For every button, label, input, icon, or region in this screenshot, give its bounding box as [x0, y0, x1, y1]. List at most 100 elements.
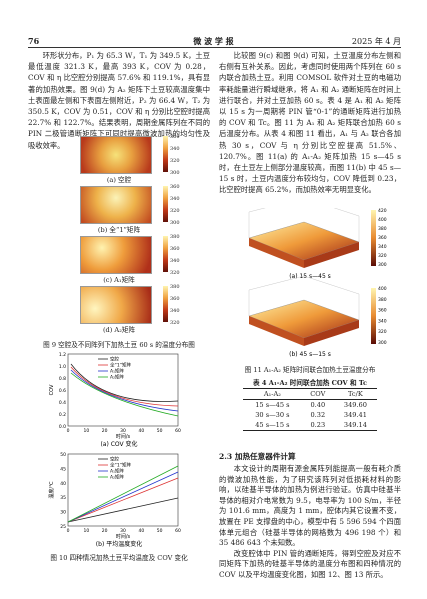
- section-title: 2.3 加热任意器件计算: [219, 452, 296, 461]
- table-header-cell: COV: [310, 390, 326, 398]
- page-number: 76: [28, 36, 40, 46]
- x-axis-label: 时间/s: [116, 433, 131, 440]
- x-tick-label: 30: [120, 528, 126, 534]
- curve: [67, 477, 179, 523]
- colorbar-tick-label: 320: [170, 320, 180, 326]
- colorbar-tick-label: 340: [170, 196, 180, 202]
- journal-name: 微 波 学 报: [193, 36, 234, 46]
- legend-label: A₂矩阵: [110, 374, 124, 381]
- subfigure-label: (b) 平均温度变化: [96, 540, 142, 548]
- colorbar-tick-label: 300: [170, 170, 180, 176]
- subfigure-label: (a) 15 s—45 s: [289, 273, 331, 280]
- colorbar-tick-label: 340: [378, 318, 387, 324]
- x-tick-label: 50: [157, 428, 163, 434]
- colorbar: [163, 286, 168, 322]
- y-axis-label: COV: [49, 384, 55, 395]
- table-header-row: A₁-A₂ COV Tc/K: [243, 389, 377, 400]
- subfigure-label: (a) COV 变化: [100, 440, 137, 448]
- curve: [67, 471, 179, 523]
- subfigure-label: (d) A₂矩阵: [102, 326, 136, 334]
- surface-side: [304, 320, 359, 346]
- y-tick-label: 40: [60, 481, 66, 487]
- paragraph: 环形状分布，P₁ 为 65.3 W，T₁ 为 349.5 K，土豆最低温度 32…: [28, 51, 210, 150]
- x-tick-label: 20: [102, 428, 108, 434]
- x-tick-label: 40: [138, 428, 144, 434]
- paragraph: 改变腔体中 PIN 管的通断矩阵，得到空腔及对应不同矩阵下加热的硅基半导体的温度…: [219, 548, 401, 579]
- paragraph: 本文设计的周期有源金属阵列能提高一般有耗介质的微波加热性能，为了研究该阵列对低损…: [219, 464, 401, 548]
- colorbar-tick-label: 360: [378, 308, 387, 314]
- curve: [70, 366, 179, 407]
- y-tick-label: 1.2: [59, 352, 66, 358]
- colorbar-tick-label: 320: [170, 270, 180, 276]
- y-tick-label: 0.2: [59, 412, 66, 418]
- colorbar-tick-label: 380: [170, 284, 180, 290]
- issue-date: 2025 年 4 月: [351, 37, 401, 46]
- subfigure-label: (b) 45 s—15 s: [289, 351, 331, 358]
- table-cell: 349.60: [343, 401, 367, 409]
- bounding-box: [248, 208, 360, 242]
- colorbar: [163, 186, 168, 222]
- colorbar-tick-label: 360: [170, 296, 180, 302]
- x-tick-label: 0: [67, 528, 70, 534]
- x-tick-label: 50: [157, 528, 163, 534]
- y-tick-label: 45: [60, 466, 66, 472]
- table-cell: 0.32: [310, 411, 326, 419]
- table: A₁-A₂ COV Tc/K 15 s—45 s 0.40 349.60 30 s—30 s…: [243, 388, 377, 431]
- figure: 1.21.00.80.60.40.20.00 10 20 30 40 50 60COV时间/…: [48, 352, 181, 548]
- subfigure-label: (b) 全“1”矩阵: [97, 226, 141, 234]
- figure: 420 400 380 360 340 320 300 (a) 15 s—45 s 400 380…: [248, 208, 387, 358]
- table-row: 45 s—15 s 0.23 349.14: [243, 420, 377, 431]
- colorbar-tick-label: 400: [378, 286, 387, 292]
- colorbar-tick-label: 320: [378, 329, 387, 335]
- y-axis-label: 温度/℃: [48, 481, 55, 499]
- colorbar-tick-label: 300: [170, 220, 180, 226]
- colorbar: [371, 210, 376, 266]
- colorbar: [163, 136, 168, 172]
- x-tick-label: 60: [175, 528, 181, 534]
- table-cell: 349.41: [343, 411, 367, 419]
- colorbar-tick-label: 380: [378, 297, 387, 303]
- table-row: 15 s—45 s 0.40 349.60: [243, 400, 377, 411]
- colorbar-tick-label: 320: [378, 253, 387, 259]
- figure: 360 340 320 300 (a) 空腔 360 340 320 300 (b) 全“1”矩阵…: [28, 134, 210, 336]
- legend-label: 全“1”矩阵: [110, 462, 132, 469]
- colorbar-tick-label: 320: [170, 208, 180, 214]
- table-cell: 30 s—30 s: [255, 411, 290, 419]
- table-header-cell: A₁-A₂: [263, 390, 281, 398]
- x-tick-label: 60: [175, 428, 181, 434]
- subfigure-label: (a) 空腔: [106, 176, 132, 184]
- plot-frame: [67, 453, 179, 527]
- y-tick-label: 35: [60, 495, 66, 501]
- table-cell: 45 s—15 s: [255, 421, 290, 429]
- surface-side: [304, 242, 359, 268]
- curve: [70, 363, 179, 402]
- colorbar-tick-label: 360: [170, 134, 180, 140]
- legend-label: A₂矩阵: [110, 474, 124, 481]
- colorbar-tick-label: 340: [170, 258, 180, 264]
- table-caption: 表 4 A₁-A₂ 时间联合加热 COV 和 Tc: [252, 379, 367, 387]
- table-row: 30 s—30 s 0.32 349.41: [243, 410, 377, 420]
- x-tick-label: 20: [102, 528, 108, 534]
- colorbar-tick-label: 340: [170, 308, 180, 314]
- y-tick-label: 0.8: [59, 376, 66, 382]
- legend-label: A₁矩阵: [110, 368, 124, 375]
- curve: [67, 497, 179, 523]
- colorbar-tick-label: 300: [378, 262, 387, 268]
- x-tick-label: 10: [83, 428, 89, 434]
- x-tick-label: 30: [120, 428, 126, 434]
- paragraph: 比较图 9(c) 和图 9(d) 可知，土豆温度分布左侧和右侧有互补关系。因此，…: [219, 51, 401, 195]
- heatmap: [80, 136, 152, 174]
- y-tick-label: 30: [60, 510, 66, 516]
- y-tick-label: 1.0: [59, 364, 66, 370]
- curve: [70, 369, 179, 412]
- plot-frame: [67, 353, 179, 427]
- table-cell: 0.23: [310, 421, 326, 429]
- legend-label: 全“1”矩阵: [110, 362, 132, 369]
- heatmap: [80, 186, 152, 224]
- figure-caption: 图 11 A₁-A₂ 矩阵时间联合加热土豆温度分布: [244, 366, 376, 374]
- colorbar-tick-label: 320: [170, 158, 180, 164]
- y-tick-label: 25: [60, 524, 66, 530]
- curve: [67, 465, 179, 523]
- x-tick-label: 40: [138, 528, 144, 534]
